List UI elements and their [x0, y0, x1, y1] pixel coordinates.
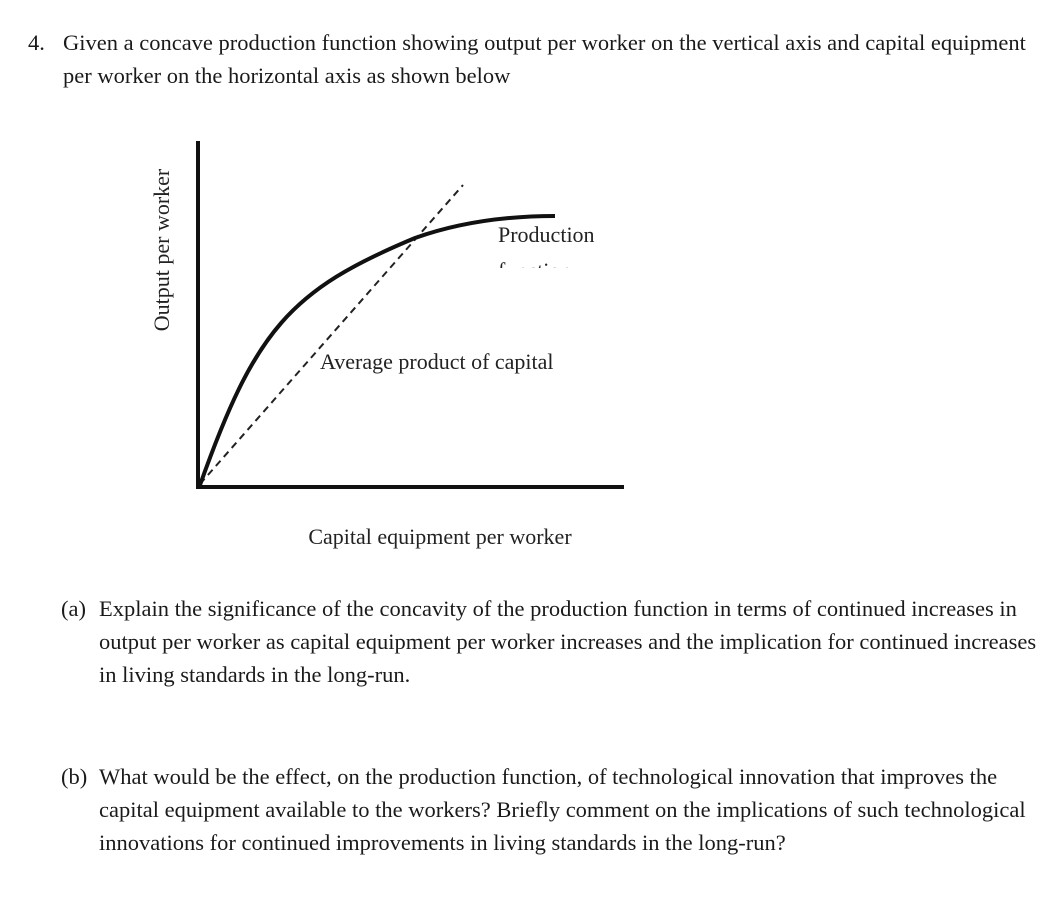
average-product-ray	[199, 184, 464, 485]
production-function-curve	[198, 214, 556, 486]
part-b: (b) What would be the effect, on the pro…	[61, 760, 1051, 870]
production-function-label-line1: Production	[498, 222, 595, 247]
average-product-label: Average product of capital	[320, 349, 554, 374]
x-axis-label: Capital equipment per worker	[308, 524, 572, 549]
y-axis-label: Output per worker	[149, 168, 174, 331]
production-function-diagram: Output per worker Production function Av…	[149, 141, 624, 549]
production-function-label-clip: function	[498, 258, 571, 283]
part-a-text: Explain the significance of the concavit…	[99, 596, 1037, 687]
production-function-label-line2: function	[498, 258, 571, 283]
question-number: 4.	[28, 30, 45, 55]
part-b-label: (b)	[61, 764, 88, 789]
part-a: (a) Explain the significance of the conc…	[61, 592, 1051, 702]
part-a-label: (a)	[61, 596, 86, 621]
part-b-text: What would be the effect, on the product…	[99, 764, 1026, 855]
question-prompt: Given a concave production function show…	[63, 30, 1026, 88]
production-function-figure: Output per worker Production function Av…	[149, 141, 624, 549]
